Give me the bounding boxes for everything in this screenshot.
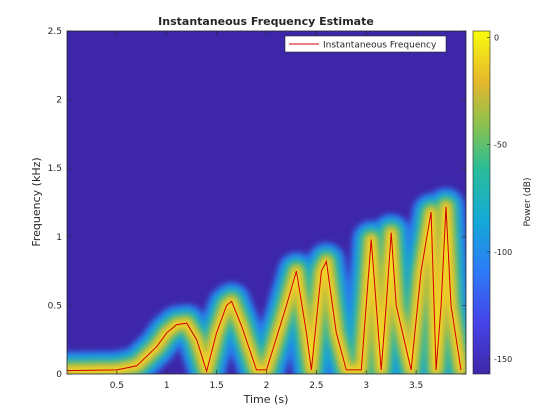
x-tick-label: 2 xyxy=(264,381,270,391)
x-tick-label: 2.5 xyxy=(309,381,323,391)
x-tick-label: 3 xyxy=(363,381,369,391)
y-tick-label: 1 xyxy=(56,233,62,243)
colorbar-tick-label: -50 xyxy=(494,141,507,150)
y-axis-ticks: 0 0.5 1 1.5 2 2.5 xyxy=(48,27,466,380)
legend: Instantaneous Frequency xyxy=(284,35,447,53)
y-axis-label: Frequency (kHz) xyxy=(30,157,43,246)
y-tick-label: 2.5 xyxy=(48,27,62,37)
series-line-instantaneous-frequency xyxy=(67,206,462,374)
y-tick-label: 1.5 xyxy=(48,164,62,174)
y-tick-label: 2 xyxy=(56,96,62,106)
legend-label-instantaneous-frequency: Instantaneous Frequency xyxy=(323,41,437,51)
y-tick-label: 0.5 xyxy=(48,301,62,311)
legend-box xyxy=(284,35,447,53)
x-tick-label: 1.5 xyxy=(209,381,223,391)
plot-area: 0.5 1 1.5 2 2.5 3 3.5 0 0.5 1 1.5 2 2.5 xyxy=(48,27,467,391)
colorbar: 0 -50 -100 -150 Power (dB) xyxy=(472,30,533,375)
x-tick-label: 3.5 xyxy=(409,381,423,391)
x-axis-label: Time (s) xyxy=(243,393,289,406)
colorbar-tick-label: 0 xyxy=(494,33,499,42)
colorbar-ticks: 0 -50 -100 -150 xyxy=(487,33,512,364)
chart-title: Instantaneous Frequency Estimate xyxy=(158,15,374,28)
colorbar-tick-label: -100 xyxy=(494,248,512,257)
x-axis-ticks: 0.5 1 1.5 2 2.5 3 3.5 xyxy=(110,31,423,391)
y-tick-label: 0 xyxy=(56,370,62,380)
colorbar-scale xyxy=(472,30,491,375)
colorbar-tick-label: -150 xyxy=(494,355,512,364)
colorbar-label: Power (dB) xyxy=(523,178,533,227)
x-tick-label: 0.5 xyxy=(110,381,124,391)
x-tick-label: 1 xyxy=(164,381,170,391)
